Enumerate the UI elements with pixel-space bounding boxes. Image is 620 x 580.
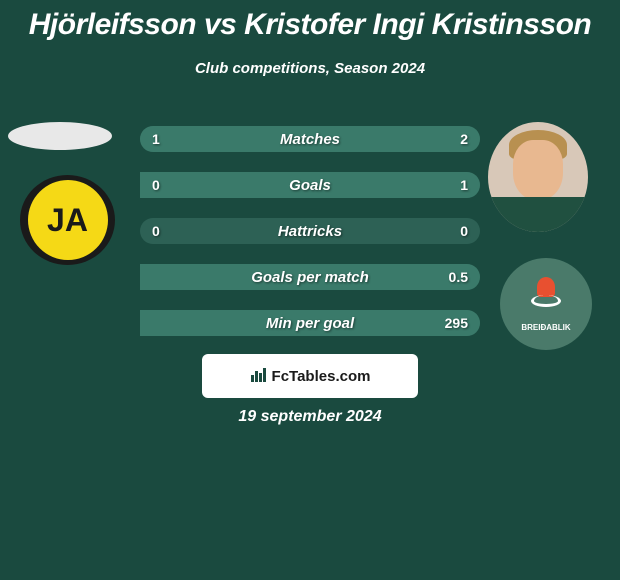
club-right-text: BREIÐABLIK bbox=[521, 323, 570, 332]
comparison-subtitle: Club competitions, Season 2024 bbox=[0, 60, 620, 77]
stat-row: Min per goal295 bbox=[140, 310, 480, 336]
club-right-logo bbox=[525, 277, 567, 319]
club-right-badge: BREIÐABLIK bbox=[500, 258, 592, 350]
player-face bbox=[513, 140, 563, 200]
club-left-badge: JA bbox=[20, 175, 115, 265]
comparison-title: Hjörleifsson vs Kristofer Ingi Kristinss… bbox=[0, 0, 620, 42]
stat-value-right: 295 bbox=[445, 310, 468, 336]
stat-value-right: 0.5 bbox=[449, 264, 468, 290]
stat-row: Goals per match0.5 bbox=[140, 264, 480, 290]
footer-brand-text: FcTables.com bbox=[272, 368, 371, 385]
stat-value-right: 2 bbox=[460, 126, 468, 152]
club-left-badge-inner: JA bbox=[28, 180, 108, 260]
stats-container: 1Matches20Goals10Hattricks0Goals per mat… bbox=[140, 126, 480, 356]
stat-label: Goals per match bbox=[140, 264, 480, 290]
stat-row: 1Matches2 bbox=[140, 126, 480, 152]
player-left-avatar bbox=[8, 122, 112, 150]
stat-value-right: 1 bbox=[460, 172, 468, 198]
stat-row: 0Hattricks0 bbox=[140, 218, 480, 244]
chart-icon bbox=[250, 365, 268, 387]
stat-value-right: 0 bbox=[460, 218, 468, 244]
club-ring-icon bbox=[531, 295, 561, 307]
player-right-avatar bbox=[488, 122, 588, 232]
stat-row: 0Goals1 bbox=[140, 172, 480, 198]
stat-label: Goals bbox=[140, 172, 480, 198]
stat-label: Hattricks bbox=[140, 218, 480, 244]
club-flame-icon bbox=[537, 277, 555, 297]
comparison-date: 19 september 2024 bbox=[0, 408, 620, 426]
stat-label: Matches bbox=[140, 126, 480, 152]
stat-label: Min per goal bbox=[140, 310, 480, 336]
player-shirt bbox=[488, 197, 588, 232]
footer-branding: FcTables.com bbox=[202, 354, 418, 398]
